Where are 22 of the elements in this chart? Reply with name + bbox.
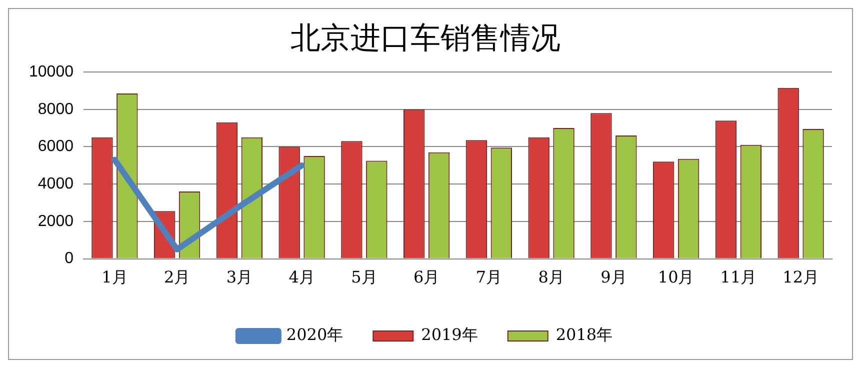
x-tick-label: 12月: [782, 268, 819, 287]
y-tick-label: 6000: [38, 138, 74, 156]
y-tick-label: 10000: [28, 63, 74, 80]
legend-label: 2018年: [556, 325, 613, 344]
y-tick-label: 8000: [38, 100, 74, 118]
x-tick-label: 11月: [720, 268, 757, 287]
legend-label: 2020年: [286, 325, 344, 344]
y-tick-label: 2000: [38, 212, 74, 230]
x-tick-label: 6月: [413, 268, 440, 287]
y-tick-label: 4000: [38, 175, 74, 192]
x-tick-label: 8月: [538, 268, 564, 287]
y-tick-label: 0: [64, 250, 74, 268]
chart-title: 北京进口车销售情况: [290, 20, 560, 56]
x-tick-label: 3月: [226, 268, 253, 287]
x-tick-label: 5月: [351, 268, 378, 287]
x-tick-label: 2月: [164, 268, 190, 287]
x-tick-label: 7月: [476, 268, 502, 287]
x-tick-label: 10月: [658, 268, 694, 287]
legend-label: 2019年: [421, 325, 478, 344]
x-tick-label: 4月: [288, 268, 315, 287]
x-tick-label: 1月: [102, 268, 128, 287]
x-tick-label: 9月: [600, 268, 627, 287]
